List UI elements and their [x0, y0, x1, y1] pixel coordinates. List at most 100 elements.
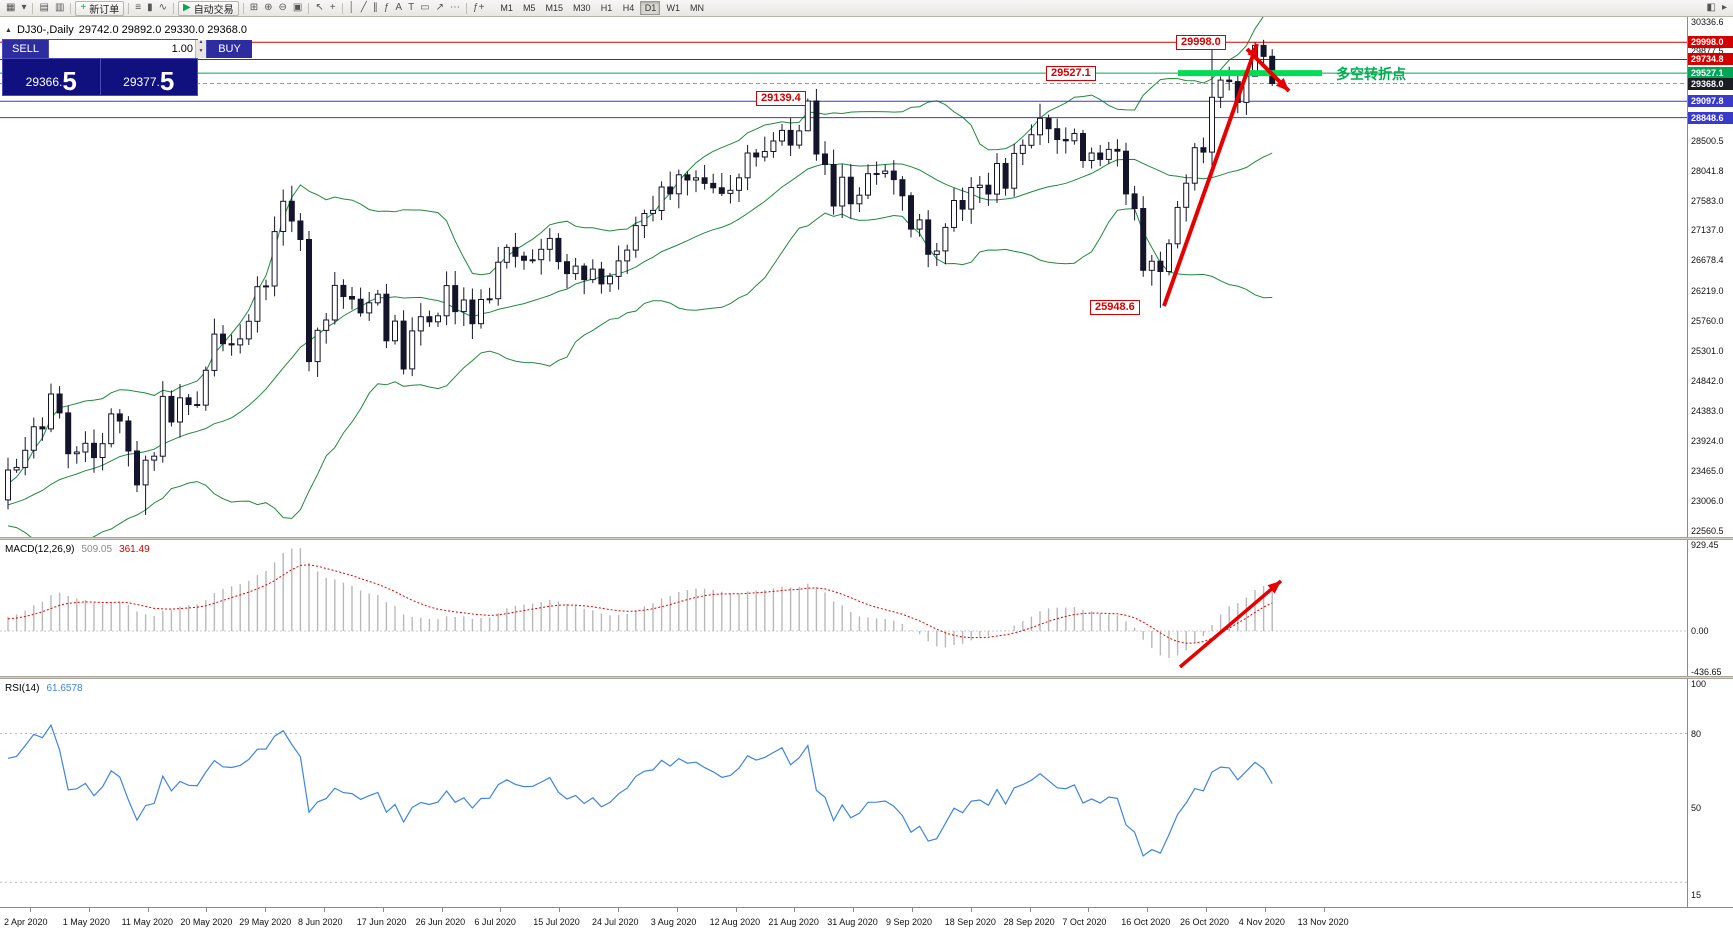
- new-chart-button[interactable]: ▦: [4, 1, 17, 16]
- timeframe-h4-button[interactable]: H4: [622, 3, 635, 13]
- time-axis-tick: [1029, 908, 1031, 912]
- volume-box: ▲ ▼: [49, 40, 206, 58]
- macd-canvas[interactable]: [0, 540, 1687, 676]
- price-annotation: 25948.6: [1090, 300, 1140, 315]
- price-tick: 26219.0: [1691, 285, 1724, 296]
- sell-price[interactable]: 29366. 5: [3, 59, 101, 95]
- price-level-label: 29527.1: [1688, 67, 1733, 80]
- toolbar-separator: [32, 2, 34, 14]
- equidistant-channel-button[interactable]: ∥: [371, 1, 380, 16]
- trend-line-button[interactable]: ╱: [359, 1, 369, 16]
- panel-divider[interactable]: [0, 676, 1733, 679]
- cursor-icon: ↖: [315, 2, 324, 13]
- zoom-in-button[interactable]: ⊕: [262, 1, 274, 16]
- time-axis-tick: [88, 908, 90, 912]
- timeframe-m1-button[interactable]: M1: [500, 3, 513, 13]
- crosshair-button[interactable]: +: [328, 1, 338, 16]
- time-axis-tick: [265, 908, 267, 912]
- chart-list-icon: ▾: [21, 2, 27, 13]
- sell-button[interactable]: SELL: [3, 40, 49, 58]
- rsi-canvas[interactable]: [0, 679, 1687, 907]
- rsi-axis[interactable]: 100 80 50 15: [1687, 679, 1733, 907]
- price-level-label: 29734.8: [1688, 53, 1733, 66]
- panel-divider[interactable]: [0, 537, 1733, 540]
- time-axis-tick: [970, 908, 972, 912]
- macd-axis[interactable]: 929.45 0.00 -436.65: [1687, 540, 1733, 676]
- time-axis-tick: [500, 908, 502, 912]
- auto-trading-button[interactable]: ▶ 自动交易: [177, 0, 239, 16]
- cursor-button[interactable]: ↖: [313, 1, 325, 16]
- zoom-out-icon: ⊖: [278, 2, 287, 13]
- volume-down-button[interactable]: ▼: [196, 49, 206, 58]
- macd-tick: 0.00: [1691, 626, 1709, 637]
- time-axis-label: 6 Jul 2020: [474, 917, 516, 927]
- toolbar-separator: [242, 2, 244, 14]
- profiles-button[interactable]: ▤: [37, 1, 50, 16]
- price-axis[interactable]: 30336.6 29877.5 28500.5 28041.8 27583.0 27137…: [1687, 17, 1733, 537]
- chart-title: ▲ DJ30-,Daily 29742.0 29892.0 29330.0 29…: [5, 24, 247, 36]
- macd-panel: MACD(12,26,9) 509.05 361.49 929.45 0.00 -436…: [0, 540, 1733, 676]
- toolbar: ▦ ▾ ▤ ▥ + 新订单 ≡ ▮ ∿ ▶ 自动交易 ⊞ ⊕ ⊖ ▣ ↖ + │ ╱ ∥ ƒ A T ▭ ↗ ⋯ ƒ+ M1 M5 M1…: [0, 0, 1733, 17]
- vertical-line-button[interactable]: │: [347, 1, 357, 16]
- more-tools-button[interactable]: ⋯: [448, 1, 462, 16]
- toolbar-separator: [128, 2, 130, 14]
- auto-scroll-button[interactable]: ▸: [1720, 1, 1729, 16]
- auto-trading-icon: ▶: [182, 2, 191, 13]
- price-chart-canvas[interactable]: [0, 17, 1687, 537]
- arrow-tool-button[interactable]: ↗: [434, 1, 446, 16]
- time-axis[interactable]: 2 Apr 2020 1 May 2020 11 May 2020 20 May 20…: [0, 907, 1733, 942]
- buy-price[interactable]: 29377. 5: [101, 59, 198, 95]
- text-button[interactable]: A: [393, 1, 404, 16]
- fibonacci-button[interactable]: ƒ: [382, 1, 392, 16]
- time-axis-tick: [206, 908, 208, 912]
- tile-windows-button[interactable]: ▣: [291, 1, 304, 16]
- grid-button[interactable]: ⊞: [248, 1, 260, 16]
- timeframe-h1-button[interactable]: H1: [600, 3, 613, 13]
- one-click-trading-panel: SELL ▲ ▼ BUY 29366. 5 29377. 5: [2, 39, 252, 96]
- line-chart-button[interactable]: ∿: [157, 1, 169, 16]
- text-label-button[interactable]: T: [406, 1, 416, 16]
- more-tools-icon: ⋯: [450, 2, 461, 13]
- time-axis-tick: [324, 908, 325, 912]
- shapes-button[interactable]: ▭: [418, 1, 431, 16]
- volume-up-button[interactable]: ▲: [196, 40, 206, 49]
- candle-chart-button[interactable]: ▮: [145, 1, 155, 16]
- new-order-label: 新订单: [89, 4, 120, 16]
- new-chart-icon: ▦: [6, 2, 16, 13]
- bar-chart-button[interactable]: ≡: [133, 1, 143, 16]
- zoom-out-button[interactable]: ⊖: [276, 1, 288, 16]
- chart-shift-button[interactable]: ◧: [1705, 1, 1718, 16]
- time-axis-tick: [676, 908, 678, 912]
- rsi-value: 61.6578: [46, 683, 83, 694]
- macd-label: MACD(12,26,9) 509.05 361.49: [5, 544, 150, 555]
- time-axis-tick: [441, 908, 443, 912]
- time-axis-tick: [1088, 908, 1090, 912]
- data-window-button[interactable]: ▥: [53, 1, 66, 16]
- chart-list-button[interactable]: ▾: [19, 1, 28, 16]
- timeframe-m30-button[interactable]: M30: [572, 3, 591, 13]
- time-axis-tick: [853, 908, 855, 912]
- volume-input[interactable]: [49, 40, 195, 58]
- timeframe-m5-button[interactable]: M5: [522, 3, 536, 13]
- time-axis-label: 26 Oct 2020: [1180, 917, 1230, 927]
- price-level-label: 29097.8: [1688, 95, 1733, 108]
- time-axis-label: 18 Sep 2020: [944, 917, 996, 927]
- macd-main-value: 509.05: [81, 544, 113, 555]
- toolbar-separator: [466, 2, 468, 14]
- price-annotation: 29139.4: [756, 91, 806, 106]
- time-axis-tick: [1264, 908, 1266, 912]
- indicators-button[interactable]: ƒ+: [471, 1, 486, 16]
- time-axis-label: 24 Jul 2020: [592, 917, 639, 927]
- timeframe-m15-button[interactable]: M15: [545, 3, 563, 13]
- tile-windows-icon: ▣: [292, 2, 303, 13]
- timeframe-mn-button[interactable]: MN: [689, 3, 704, 13]
- time-axis-tick: [735, 908, 737, 912]
- sell-price-big: 5: [62, 66, 77, 96]
- rsi-tick: 15: [1691, 890, 1702, 901]
- time-axis-label: 2 Apr 2020: [4, 917, 48, 927]
- macd-name: MACD(12,26,9): [5, 544, 75, 555]
- buy-button[interactable]: BUY: [206, 40, 252, 58]
- timeframe-d1-button[interactable]: D1: [640, 1, 661, 15]
- timeframe-w1-button[interactable]: W1: [666, 3, 680, 13]
- new-order-button[interactable]: + 新订单: [75, 0, 125, 16]
